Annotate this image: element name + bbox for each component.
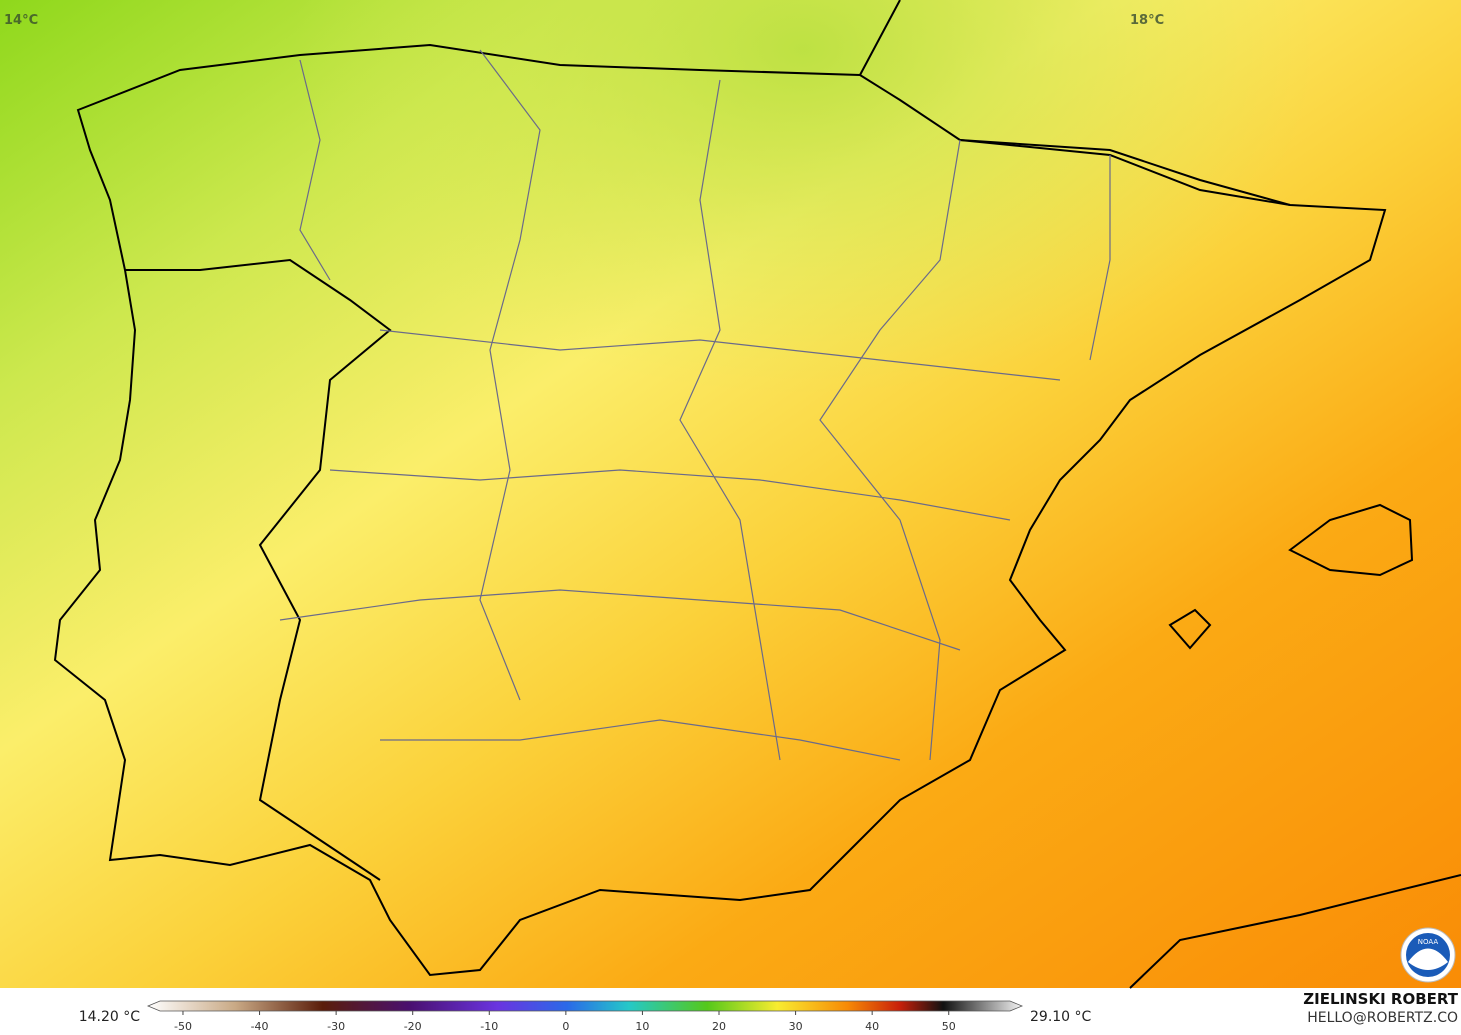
tick-label: 40 — [865, 1020, 879, 1033]
africa-coast — [1129, 874, 1461, 989]
max-label: 29.10 °C — [1030, 1009, 1092, 1025]
france-border — [859, 0, 1291, 206]
tick-label: 50 — [942, 1020, 956, 1033]
author-name: ZIELINSKI ROBERT — [1303, 990, 1458, 1008]
portugal-border — [125, 258, 392, 881]
contour-label: 18°C — [1130, 13, 1164, 28]
min-label: 14.20 °C — [79, 1009, 141, 1025]
tick-label: 30 — [789, 1020, 803, 1033]
tick-label: -30 — [327, 1020, 345, 1033]
coastline — [53, 43, 1387, 977]
tick-label: -20 — [404, 1020, 422, 1033]
mallorca — [1288, 503, 1414, 577]
tick-label: -40 — [251, 1020, 269, 1033]
map: 14°C 18°C NOAA — [0, 0, 1461, 989]
noaa-logo: NOAA — [1400, 927, 1456, 983]
tick-label: -50 — [174, 1020, 192, 1033]
legend: 14.20 °C 29.10 °C -50 -40 -30 -20 -10 0 10 20 30… — [79, 1000, 1092, 1033]
author-email: HELLO@ROBERTZ.CO — [1307, 1010, 1458, 1026]
region-borders — [279, 49, 1111, 761]
logo-text: NOAA — [1418, 938, 1439, 946]
color-scale — [146, 1000, 1024, 1012]
tick-label: -10 — [480, 1020, 498, 1033]
tick-label: 20 — [712, 1020, 726, 1033]
logo-gull — [1408, 948, 1448, 970]
temperature-field-north — [0, 0, 1461, 988]
ibiza — [1168, 608, 1212, 650]
contour-label: 14°C — [4, 13, 38, 28]
tick-label: 10 — [635, 1020, 649, 1033]
tick-label: 0 — [562, 1020, 569, 1033]
